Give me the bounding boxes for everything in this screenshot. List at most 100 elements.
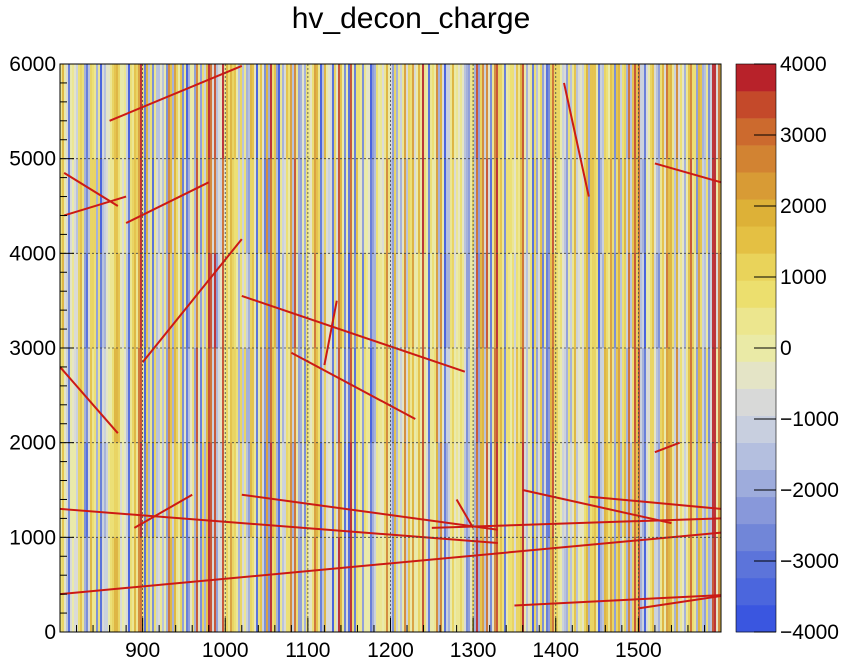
heatmap-column [378, 253, 381, 349]
heatmap-column [584, 348, 587, 444]
heatmap-column [388, 253, 391, 349]
heatmap-column [596, 348, 599, 444]
heatmap-column [536, 158, 539, 254]
heatmap-column [188, 442, 191, 538]
heatmap-column [466, 253, 469, 349]
heatmap-column [616, 348, 619, 444]
heatmap-column [432, 64, 435, 160]
heatmap-column [444, 442, 447, 538]
heatmap-column [498, 442, 501, 538]
heatmap-column [64, 64, 67, 160]
heatmap-column [250, 253, 253, 349]
heatmap-column [304, 348, 307, 444]
heatmap-column [290, 348, 293, 444]
heatmap-column [232, 442, 235, 538]
heatmap-column [140, 442, 143, 538]
heatmap-column [698, 442, 701, 538]
heatmap-column [224, 158, 227, 254]
heatmap-column [200, 253, 203, 349]
heatmap-column [208, 348, 211, 444]
heatmap-column [490, 253, 493, 349]
heatmap-column [334, 253, 337, 349]
heatmap-column [174, 158, 177, 254]
heatmap-column [122, 537, 125, 632]
heatmap-column [594, 158, 597, 254]
heatmap-column [594, 348, 597, 444]
heatmap-column [620, 64, 623, 160]
heatmap-column [128, 253, 131, 349]
heatmap-column [460, 64, 463, 160]
heatmap-column [320, 64, 323, 160]
heatmap-column [262, 348, 265, 444]
heatmap-column [136, 348, 139, 444]
heatmap-column [332, 64, 335, 160]
heatmap-column [486, 537, 489, 632]
heatmap-column [704, 158, 707, 254]
heatmap-column [432, 442, 435, 538]
heatmap-column [484, 158, 487, 254]
heatmap-column [454, 537, 457, 632]
heatmap-column [218, 348, 221, 444]
heatmap-column [496, 348, 499, 444]
track-line [654, 441, 681, 454]
heatmap-column [210, 537, 213, 632]
track-line [563, 82, 590, 197]
heatmap-column [712, 64, 715, 160]
heatmap-column [542, 64, 545, 160]
heatmap-column [178, 537, 181, 632]
heatmap-column [80, 253, 83, 349]
heatmap-column [416, 253, 419, 349]
heatmap-column [60, 537, 63, 632]
heatmap-column [258, 442, 261, 538]
heatmap-column [112, 253, 115, 349]
heatmap-column [266, 64, 269, 160]
heatmap-column [84, 64, 87, 160]
heatmap-column [484, 253, 487, 349]
colorbar-swatch [736, 469, 776, 498]
heatmap-column [330, 537, 333, 632]
heatmap-column [674, 253, 677, 349]
heatmap-column [622, 442, 625, 538]
colorbar-tick-label: 2000 [780, 195, 827, 218]
heatmap-column [678, 158, 681, 254]
heatmap-column [626, 442, 629, 538]
heatmap-column [482, 158, 485, 254]
heatmap-column [602, 348, 605, 444]
heatmap-column [240, 253, 243, 349]
track-line [455, 498, 474, 529]
heatmap-column [358, 253, 361, 349]
heatmap-column [488, 442, 491, 538]
heatmap-column [246, 253, 249, 349]
x-tick-label: 900 [125, 639, 160, 662]
heatmap-column [684, 537, 687, 632]
colorbar-swatch [736, 361, 776, 389]
heatmap-column [262, 537, 265, 632]
heatmap-column [476, 64, 479, 160]
heatmap-column [712, 253, 715, 349]
heatmap-column [268, 158, 271, 254]
heatmap-column [422, 442, 425, 538]
heatmap-column [208, 253, 211, 349]
y-tick-label: 5000 [9, 148, 56, 171]
heatmap-column [506, 253, 509, 349]
heatmap-column [128, 64, 131, 160]
heatmap-column [82, 158, 85, 254]
heatmap-column [674, 537, 677, 632]
heatmap-column [402, 442, 405, 538]
heatmap-column [174, 348, 177, 444]
heatmap-column [586, 348, 589, 444]
heatmap-column [500, 537, 503, 632]
heatmap-column [438, 442, 441, 538]
heatmap-column [410, 64, 413, 160]
heatmap-column [476, 158, 479, 254]
heatmap-column [628, 537, 631, 632]
heatmap-column [98, 158, 101, 254]
heatmap-column [554, 253, 557, 349]
heatmap-column [444, 253, 447, 349]
heatmap-column [308, 64, 311, 160]
heatmap-column [380, 442, 383, 538]
heatmap-column [188, 158, 191, 254]
colorbar-swatch [736, 442, 776, 471]
heatmap-column [568, 442, 571, 538]
